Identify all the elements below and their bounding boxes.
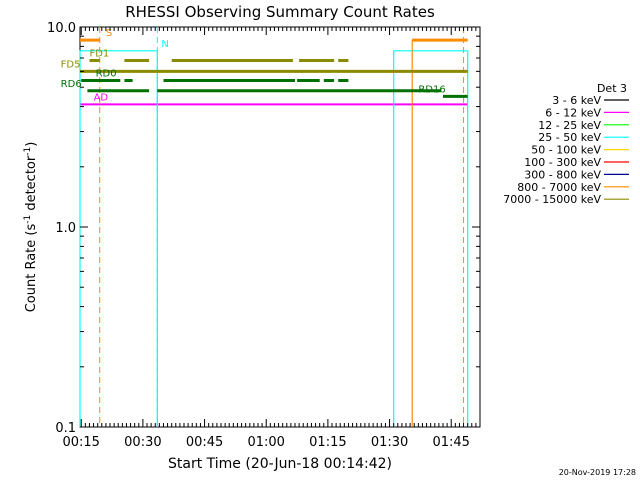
annotation-n: N bbox=[161, 39, 168, 50]
y-tick-label: 0.1 bbox=[55, 421, 76, 436]
annotation-rd6: RD6 bbox=[61, 79, 82, 90]
x-tick-label: 00:30 bbox=[124, 435, 161, 450]
legend-label: 800 - 7000 keV bbox=[517, 181, 601, 194]
series-25-50-kev-segment-1 bbox=[393, 50, 469, 427]
y-axis-label-sup1: -1 bbox=[23, 215, 33, 224]
x-tick-label: 01:30 bbox=[371, 435, 408, 450]
x-tick-label: 01:00 bbox=[247, 435, 284, 450]
annotation-rd16: RD16 bbox=[418, 84, 445, 95]
legend-label: 6 - 12 keV bbox=[545, 106, 601, 119]
annotation-rd0: RD0 bbox=[96, 69, 117, 80]
legend-label: 300 - 800 keV bbox=[524, 168, 601, 181]
y-axis-label-end: ) bbox=[24, 142, 39, 147]
annotation-s: S bbox=[106, 28, 112, 39]
y-tick-label: 10.0 bbox=[47, 21, 76, 36]
annotation-fd5: FD5 bbox=[61, 59, 81, 70]
series-25-50-kev-segment-0 bbox=[79, 50, 158, 427]
x-tick-label: 00:45 bbox=[186, 435, 223, 450]
footer-date: 20-Nov-2019 17:28 bbox=[559, 468, 636, 477]
y-axis-label-mid: detector bbox=[24, 155, 39, 215]
legend-label: 7000 - 15000 keV bbox=[503, 193, 601, 206]
legend-label: 3 - 6 keV bbox=[552, 94, 601, 107]
legend-label: 50 - 100 keV bbox=[531, 144, 601, 157]
x-tick-label: 01:45 bbox=[432, 435, 469, 450]
annotation-fd1: FD1 bbox=[89, 48, 109, 59]
x-tick-label: 00:15 bbox=[62, 435, 99, 450]
y-axis-label: Count Rate (s-1 detector-1) bbox=[23, 142, 39, 313]
annotation-ad: AD bbox=[94, 92, 109, 103]
data-layer bbox=[79, 27, 469, 427]
legend-label: 25 - 50 keV bbox=[538, 131, 601, 144]
legend-label: 12 - 25 keV bbox=[538, 119, 601, 132]
legend-title: Det 3 bbox=[597, 82, 627, 95]
chart-title: RHESSI Observing Summary Count Rates bbox=[125, 3, 435, 21]
y-tick-label: 1.0 bbox=[55, 221, 76, 236]
x-axis-label: Start Time (20-Jun-18 00:14:42) bbox=[168, 456, 392, 472]
x-tick-label: 01:15 bbox=[309, 435, 346, 450]
legend-label: 100 - 300 keV bbox=[524, 156, 601, 169]
axis-layer: 00:15 00:30 00:45 01:00 01:15 01:30 01:45 10.0 1… bbox=[47, 21, 481, 450]
y-axis-label-sup2: -1 bbox=[23, 147, 33, 156]
y-axis-label-main: Count Rate (s bbox=[24, 224, 39, 313]
annotation-layer: S N FD1 FD5 RD0 RD6 RD16 AD bbox=[61, 28, 446, 103]
